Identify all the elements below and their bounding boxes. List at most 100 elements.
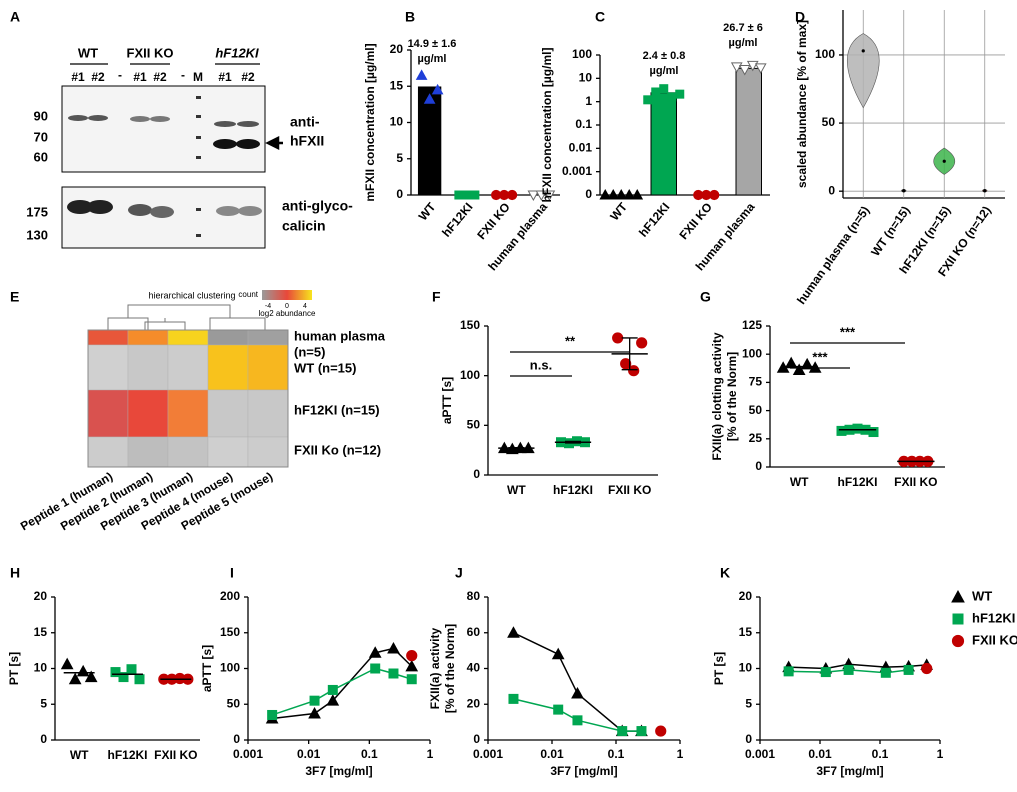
- y-axis-label: [% of the Norm]: [443, 624, 457, 713]
- heatmap-frame: [87, 329, 289, 468]
- x-tick-label: FXII KO: [676, 200, 715, 242]
- panel-letter: C: [595, 9, 605, 25]
- band: [150, 116, 170, 122]
- marker: [470, 190, 480, 200]
- y-tick-label: 0.1: [575, 117, 592, 131]
- panel-letter: A: [10, 9, 20, 25]
- marker: [406, 650, 418, 662]
- y-tick-label: 0.01: [569, 141, 593, 155]
- x-tick-label: WT: [416, 199, 439, 223]
- marker: [507, 189, 518, 201]
- y-tick-label: 100: [572, 47, 592, 61]
- marker: [615, 188, 628, 200]
- marker: [623, 188, 636, 200]
- y-tick-label: 100: [815, 47, 835, 61]
- annotation: 2.4 ± 0.8: [643, 50, 686, 62]
- y-tick-label: 10: [390, 115, 404, 129]
- marker: [368, 646, 382, 658]
- marker: [612, 332, 624, 344]
- violin: [846, 33, 880, 109]
- marker: [118, 672, 129, 683]
- heatmap-cell: [167, 389, 209, 438]
- band: [237, 121, 259, 127]
- y-tick-label: 100: [460, 368, 480, 382]
- blot-panel: A WT FXII KO hF12KI #1 #2 - #1 #2 - M #1…: [10, 9, 353, 249]
- marker: [415, 69, 428, 80]
- y-axis-label: FXII(a) clotting activity: [710, 332, 724, 460]
- band: [68, 115, 88, 121]
- marker: [843, 664, 854, 675]
- marker: [326, 694, 340, 706]
- y-axis-label: hFXII concentration [µg/ml]: [540, 48, 554, 203]
- heatmap-cell: [127, 344, 169, 391]
- y-tick-label: 125: [742, 318, 762, 332]
- legend-tick: 4: [303, 303, 307, 310]
- y-tick-label: 0: [473, 732, 480, 746]
- annotation: µg/ml: [650, 65, 679, 77]
- marker: [628, 365, 640, 377]
- y-tick-label: 15: [390, 78, 404, 92]
- x-tick-label: 0.001: [745, 747, 775, 761]
- band: [214, 121, 236, 127]
- significance-label: n.s.: [530, 357, 552, 372]
- marker: [309, 695, 320, 706]
- marker: [571, 686, 584, 699]
- band: [236, 139, 260, 149]
- marker: [508, 693, 519, 704]
- marker: [405, 659, 419, 672]
- legend-label: FXII KO: [972, 632, 1017, 647]
- marker: [423, 93, 436, 104]
- legend-label: WT: [972, 588, 992, 603]
- antibody-label: anti-glyco-: [282, 198, 353, 214]
- marker: [792, 363, 806, 375]
- band: [67, 200, 93, 214]
- error-bar: [565, 440, 581, 444]
- ladder: [196, 96, 201, 99]
- blot-image: [61, 85, 266, 173]
- heatmap-cell: [87, 389, 129, 438]
- error-bar: [508, 447, 525, 450]
- marker: [60, 657, 74, 670]
- y-axis-label: aPTT [s]: [200, 645, 214, 692]
- marker: [68, 672, 82, 685]
- group-label: WT: [78, 45, 98, 60]
- y-axis-label: PT [s]: [712, 652, 726, 685]
- marker: [675, 89, 685, 99]
- bar: [650, 92, 677, 196]
- marker: [868, 427, 879, 438]
- heatmap-cell: [207, 389, 249, 438]
- legend-tick: -4: [265, 303, 271, 310]
- marker: [267, 709, 278, 720]
- heatmap-cell: [127, 389, 169, 438]
- y-tick-label: 150: [220, 625, 240, 639]
- marker: [462, 190, 472, 200]
- marker: [903, 664, 914, 675]
- marker: [551, 647, 565, 660]
- y-tick-label: 0: [473, 467, 480, 481]
- heatmap-cell: [127, 436, 169, 468]
- marker: [607, 188, 620, 200]
- x-tick-label: 0.1: [608, 747, 625, 761]
- panel-letter: G: [700, 289, 711, 305]
- y-tick-label: 0: [40, 732, 47, 746]
- y-tick-label: 40: [467, 661, 481, 675]
- marker: [659, 84, 669, 94]
- antibody-label: calicin: [282, 218, 326, 234]
- y-tick-label: 15: [34, 625, 48, 639]
- marker: [110, 667, 121, 678]
- marker: [651, 87, 661, 97]
- marker: [308, 707, 321, 719]
- legend-label: hF12KI: [972, 610, 1015, 625]
- bar: [735, 67, 762, 196]
- y-tick-label: 20: [390, 42, 404, 56]
- marker: [553, 704, 564, 715]
- median: [902, 189, 906, 193]
- panel-letter: I: [230, 565, 234, 581]
- heatmap-cell: [247, 436, 289, 468]
- panel-letter: J: [455, 565, 463, 581]
- marker: [454, 190, 464, 200]
- row-label: WT (n=15): [294, 360, 356, 375]
- ladder: [196, 115, 201, 118]
- band: [213, 139, 237, 149]
- y-tick-label: 200: [220, 589, 240, 603]
